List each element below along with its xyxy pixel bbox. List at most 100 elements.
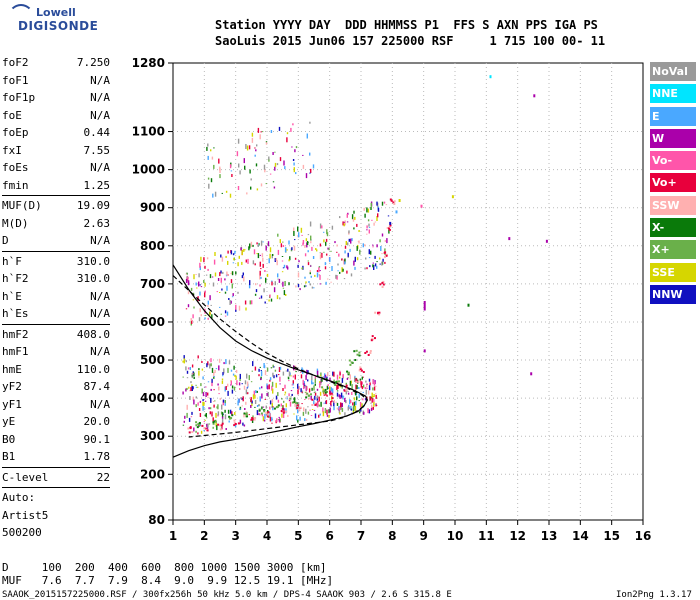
echo-point [283,160,285,166]
echo-point [259,261,261,267]
echo-point [385,204,388,206]
echo-point [261,393,263,399]
echo-point [229,193,232,198]
param-value: N/A [90,73,110,87]
echo-point [288,259,290,262]
echo-point [306,133,308,139]
echo-point [269,406,271,410]
trace-point [258,409,261,412]
x-tick-label: 15 [603,529,620,543]
echo-point [258,243,260,246]
isolated-echo [530,372,533,376]
echo-point [198,421,201,427]
echo-point [307,250,309,253]
echo-point [294,257,297,260]
echo-point [371,392,373,398]
echo-point [182,424,185,426]
param-value: N/A [90,108,110,122]
echo-point [209,295,211,301]
echo-point [246,381,249,387]
echo-point [251,300,253,305]
echo-point [326,414,329,417]
echo-point [257,244,259,247]
trace-point [377,311,380,314]
echo-point [258,404,260,407]
echo-point [192,314,194,319]
echo-point [282,413,285,418]
echo-point [331,266,333,271]
echo-point [271,281,273,286]
trace-point [246,415,248,418]
echo-point [304,276,306,279]
param-row: B1 1.78 [2,448,110,466]
trace-point [281,411,284,414]
echo-point [302,240,305,244]
echo-point [183,358,185,364]
trace-point [267,413,270,416]
echo-point [200,383,202,387]
echo-point [266,385,269,390]
echo-point [221,404,223,410]
echo-point [226,311,229,316]
echo-point [300,388,302,393]
trace-point [331,397,334,400]
echo-point [323,376,326,378]
echo-point [267,392,269,397]
echo-point [366,207,368,213]
echo-point [336,275,338,276]
trace-point [355,378,358,381]
echo-point [341,397,343,399]
echo-point [277,233,279,237]
echo-point [284,166,286,170]
echo-point [271,422,273,424]
trace-point [357,380,360,383]
header-labels: Station YYYY DAY DDD HHMMSS P1 FFS S AXN… [215,18,598,32]
echo-point [233,258,235,261]
param-row: h`E N/A [2,288,110,306]
echo-point [331,400,333,403]
echo-point [278,416,280,418]
trace-point [197,423,200,425]
echo-point [245,144,247,149]
echo-point [346,270,348,274]
echo-point [362,391,364,393]
echo-point [225,255,227,258]
trace-point [345,389,348,392]
echo-point [336,251,338,253]
echo-point [237,186,240,190]
echo-point [381,261,383,266]
echo-point [355,401,357,406]
scaled-parameters-panel: foF2 7.250 foF1 N/A foF1p N/A foE N/A foEp 0.44 fx… [2,54,110,542]
echo-point [327,372,329,377]
echo-point [191,319,193,324]
echo-point [305,173,308,179]
echo-point [364,213,366,218]
echo-point [327,384,329,387]
echo-point [274,166,276,171]
echo-point [209,411,211,415]
echo-point [356,396,358,401]
x-tick-label: 8 [388,529,396,543]
echo-point [304,399,306,400]
echo-point [254,366,257,371]
echo-point [272,388,274,394]
echo-point [204,419,206,421]
echo-point [302,164,305,169]
echo-point [208,423,211,425]
echo-point [374,403,377,405]
trace-point [195,424,198,427]
param-row: hmF2 408.0 [2,326,110,344]
echo-point [298,386,300,390]
echo-point [241,275,244,279]
echo-point [278,374,280,376]
echo-point [370,402,372,404]
echo-point [268,384,270,390]
model-trace-line [172,275,369,438]
param-value: 2.63 [83,216,111,230]
echo-point [282,388,284,391]
trace-point [378,313,381,316]
trace-point [362,371,365,373]
echo-point [303,385,306,388]
echo-point [234,374,236,377]
echo-point [356,223,358,227]
